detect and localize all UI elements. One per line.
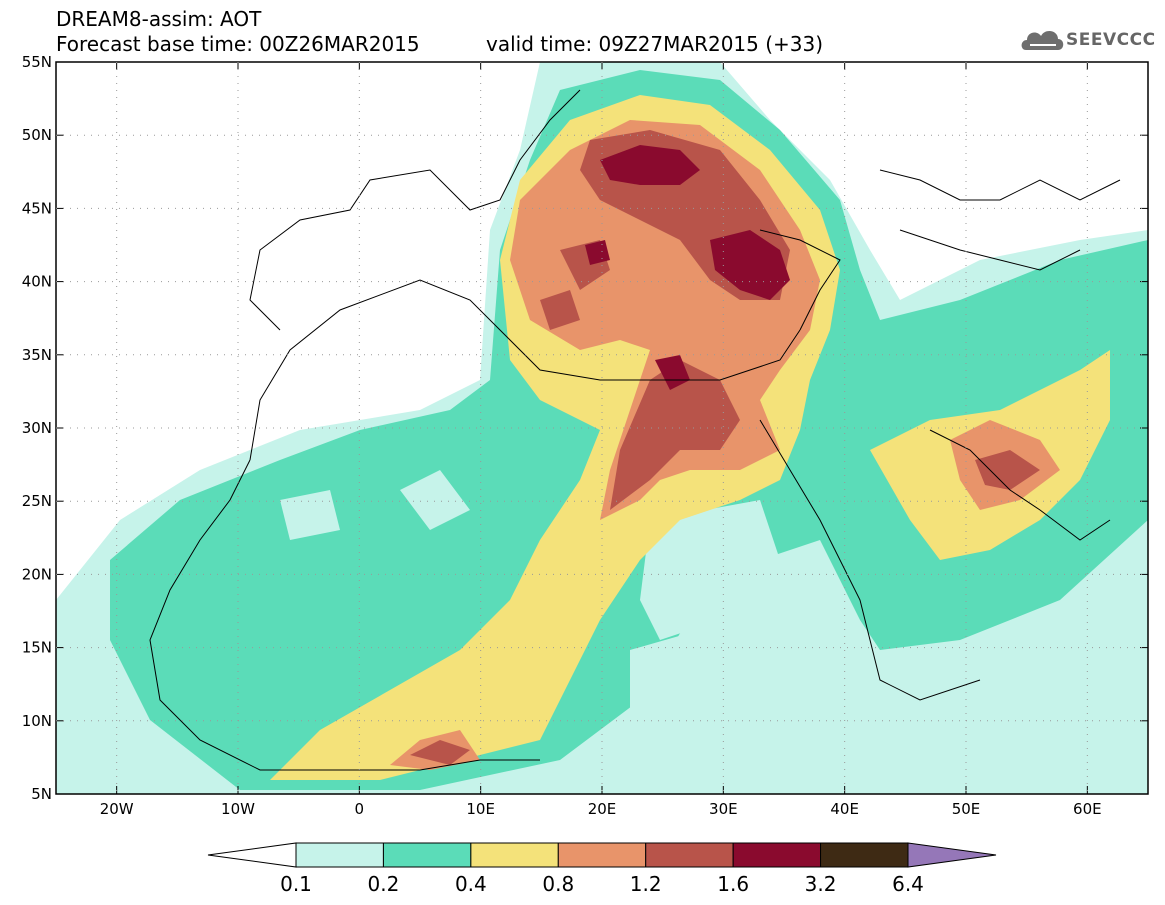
colorbar-label-1.2: 1.2 — [630, 872, 662, 896]
lat-label-20N: 20N — [22, 565, 52, 583]
lon-label-20E: 20E — [588, 800, 617, 818]
lon-label-40E: 40E — [830, 800, 859, 818]
lat-label-50N: 50N — [22, 126, 52, 144]
lon-label-10W: 10W — [221, 800, 255, 818]
colorbar-label-1.6: 1.6 — [717, 872, 749, 896]
longitude-labels: 20W 10W 0 10E 20E 30E 40E 50E 60E — [100, 62, 1102, 818]
lat-label-30N: 30N — [22, 419, 52, 437]
colorbar-label-3.2: 3.2 — [805, 872, 837, 896]
lat-label-55N: 55N — [22, 53, 52, 71]
lat-label-5N: 5N — [31, 785, 52, 803]
colorbar-label-0.8: 0.8 — [542, 872, 574, 896]
colorbar-segment — [295, 842, 384, 868]
colorbar: 0.1 0.2 0.4 0.8 1.2 1.6 3.2 6.4 — [207, 842, 997, 896]
colorbar-segment — [557, 842, 647, 868]
colorbar-label-0.4: 0.4 — [455, 872, 487, 896]
lon-label-0: 0 — [355, 800, 365, 818]
colorbar-label-0.2: 0.2 — [368, 872, 400, 896]
lon-label-60E: 60E — [1073, 800, 1102, 818]
lon-label-10E: 10E — [466, 800, 495, 818]
colorbar-min-triangle — [207, 842, 297, 868]
lat-label-10N: 10N — [22, 712, 52, 730]
colorbar-label-6.4: 6.4 — [892, 872, 924, 896]
lat-label-15N: 15N — [22, 639, 52, 657]
colorbar-segment — [382, 842, 472, 868]
colorbar-segment — [732, 842, 822, 868]
lon-label-50E: 50E — [952, 800, 981, 818]
colorbar-label-0.1: 0.1 — [280, 872, 312, 896]
colorbar-segment — [645, 842, 734, 868]
aot-level-1.6 — [585, 145, 790, 390]
lon-label-20W: 20W — [100, 800, 134, 818]
map-title: DREAM8-assim: AOT — [56, 7, 262, 31]
lat-label-40N: 40N — [22, 273, 52, 291]
colorbar-segment — [470, 842, 559, 868]
lon-label-30E: 30E — [709, 800, 738, 818]
lat-label-45N: 45N — [22, 199, 52, 217]
lat-label-25N: 25N — [22, 492, 52, 510]
colorbar-max-triangle — [907, 842, 997, 868]
coastlines — [149, 89, 1121, 771]
logo-text: SEEVCCC — [1066, 30, 1156, 50]
latitude-labels: 55N 50N 45N 40N 35N 30N 25N 20N 15N 10N 5N — [22, 53, 1148, 803]
valid-time-label: valid time: 09Z27MAR2015 (+33) — [486, 32, 824, 56]
seevccc-logo — [1018, 22, 1158, 62]
lat-label-35N: 35N — [22, 346, 52, 364]
colorbar-segment — [820, 842, 909, 868]
base-time-label: Forecast base time: 00Z26MAR2015 — [56, 32, 420, 56]
cloud-icon — [1021, 30, 1064, 50]
